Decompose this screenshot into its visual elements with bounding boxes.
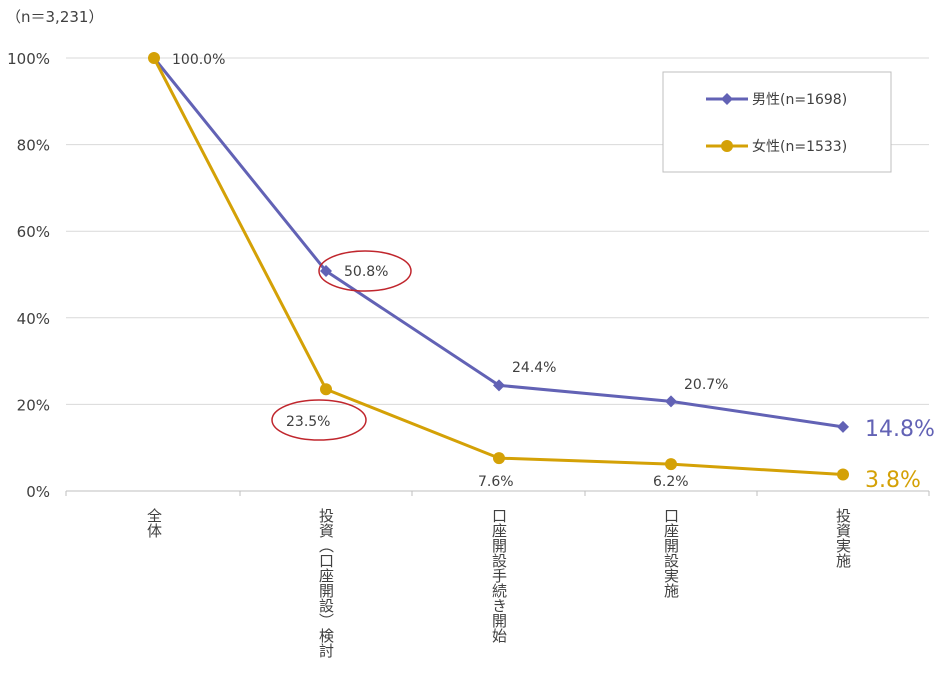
point-marker — [148, 52, 160, 64]
point-marker — [665, 458, 677, 471]
category-label: 全体 — [145, 507, 163, 538]
data-label: 14.8% — [865, 417, 935, 442]
legend-box — [662, 71, 892, 173]
point-marker — [837, 420, 849, 433]
y-tick-label: 40% — [17, 310, 50, 328]
point-marker — [493, 452, 505, 465]
series-lines — [148, 52, 849, 481]
data-label: 6.2% — [653, 474, 689, 490]
category-label: 投資実施 — [834, 508, 852, 569]
y-tick-label: 60% — [17, 223, 50, 241]
legend-marker — [721, 93, 733, 105]
x-axis-categories: 全体 投資（口座開設）検討 口座開設手続き開始 口座開設実施 投資実施 — [145, 507, 852, 658]
point-marker — [320, 383, 332, 396]
point-marker — [665, 395, 677, 408]
y-axis-ticks: 0% 20% 40% 60% 80% 100% — [7, 50, 50, 501]
highlight-ellipses — [271, 250, 412, 441]
category-label: 投資（口座開設）検討 — [317, 508, 335, 658]
highlight-ellipse-female — [271, 399, 367, 441]
sample-size-note: （n＝3,231） — [6, 8, 103, 26]
highlight-ellipse-male — [318, 250, 412, 292]
data-label: 50.8% — [344, 264, 388, 280]
legend-marker — [721, 140, 733, 152]
legend-label: 男性(n=1698) — [752, 92, 847, 108]
point-marker — [320, 265, 332, 278]
point-marker — [493, 379, 505, 392]
legend: 男性(n=1698) 女性(n=1533) — [662, 71, 892, 173]
point-marker — [837, 468, 849, 481]
y-tick-label: 20% — [17, 396, 50, 414]
y-tick-label: 0% — [26, 483, 50, 501]
data-label: 23.5% — [286, 414, 330, 430]
data-label: 20.7% — [684, 377, 728, 393]
data-label: 3.8% — [865, 468, 921, 493]
y-tick-label: 100% — [7, 50, 50, 68]
data-label: 24.4% — [512, 360, 556, 376]
category-label: 口座開設手続き開始 — [490, 508, 508, 643]
gridlines — [65, 57, 930, 496]
y-tick-label: 80% — [17, 137, 50, 155]
data-labels: 100.0% 50.8% 24.4% 20.7% 14.8% 23.5% 7.6% 6.2% 3… — [172, 52, 935, 493]
data-label: 7.6% — [478, 474, 514, 490]
data-label: 100.0% — [172, 52, 225, 68]
category-label: 口座開設実施 — [662, 508, 680, 599]
legend-label: 女性(n=1533) — [752, 138, 847, 155]
